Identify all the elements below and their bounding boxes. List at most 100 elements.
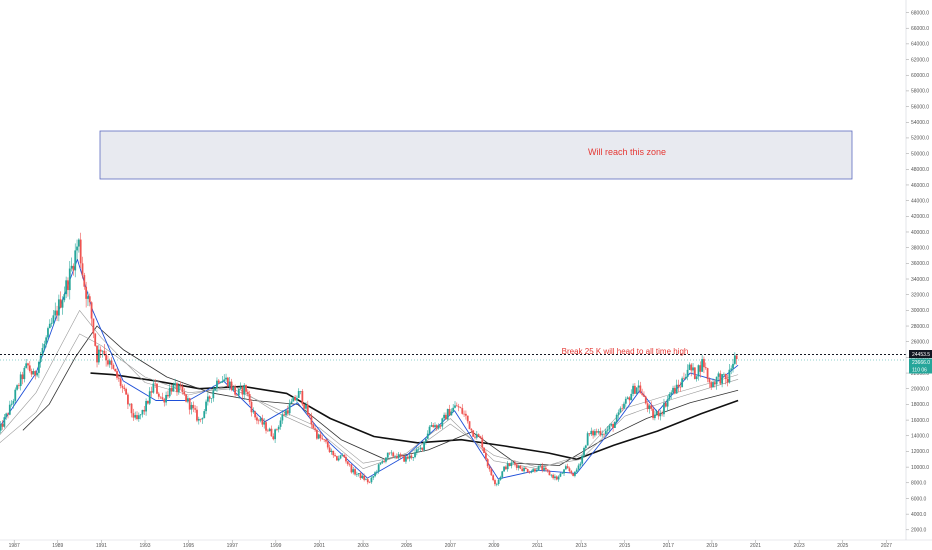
candle-body [365, 479, 367, 480]
candle-body [406, 456, 409, 459]
candle-body [297, 391, 300, 398]
candle-body [548, 471, 551, 476]
candle-body [226, 377, 229, 387]
candle-body [221, 380, 224, 383]
candle-body [208, 396, 211, 399]
candle-body [639, 385, 642, 394]
candle-body [515, 464, 518, 468]
candle-body [243, 385, 246, 395]
candle-body [196, 409, 198, 421]
candle-body [366, 479, 369, 483]
candle-body [537, 465, 540, 471]
candle-body [252, 411, 255, 413]
candle-body [385, 457, 387, 462]
candle-body [506, 463, 509, 470]
candle-body [632, 385, 634, 394]
candle-body [497, 479, 500, 485]
candle-body [494, 480, 496, 485]
candle-body [268, 428, 271, 432]
candle-body [428, 426, 431, 434]
candle-body [559, 473, 562, 477]
candle-body [604, 430, 607, 435]
candle-body [681, 378, 684, 388]
y-axis[interactable]: 2000.0 4000.0 6000.0 8000.0 10000.0 12000.0 14… [906, 10, 929, 534]
candle-body [236, 394, 238, 396]
candle-body [228, 381, 231, 387]
candle-body [684, 376, 687, 379]
candle-body [541, 465, 544, 471]
candle-body [219, 382, 222, 384]
y-tick-label: 40000.0 [911, 230, 929, 236]
candle-body [719, 373, 722, 384]
candle-body [299, 391, 302, 392]
candle-body [266, 430, 269, 432]
y-tick-label: 54000.0 [911, 120, 929, 126]
candle-body [521, 468, 524, 472]
candle-body [77, 239, 80, 247]
candle-body [354, 469, 356, 475]
candle-body [724, 373, 727, 379]
candle-body [695, 376, 698, 380]
candle-body [61, 300, 64, 308]
candle-body [641, 393, 644, 395]
candle-body [688, 364, 691, 370]
y-tick-label: 24000.0 [911, 355, 929, 361]
candle-body [90, 302, 93, 319]
candle-body [546, 469, 549, 472]
breakout-annotation: Break 25 K will head to all time high [562, 347, 689, 356]
candle-body [114, 368, 117, 372]
candle-body [143, 409, 146, 412]
candle-body [481, 437, 484, 448]
candle-body [735, 355, 738, 359]
candle-body [74, 250, 77, 271]
candle-body [713, 382, 716, 385]
candle-body [465, 413, 467, 416]
candle-body [107, 360, 109, 365]
candle-body [79, 239, 82, 264]
candle-body [594, 431, 596, 436]
candle-body [1, 423, 4, 427]
candle-body [706, 368, 709, 380]
candle-body [472, 430, 475, 437]
candle-body [630, 393, 633, 401]
candle-body [679, 386, 682, 388]
candle-body [52, 315, 55, 323]
svg-text:23666.0: 23666.0 [912, 360, 930, 366]
candle-body [701, 359, 704, 372]
candle-body [670, 392, 673, 395]
candle-body [584, 445, 587, 448]
y-tick-label: 66000.0 [911, 26, 929, 32]
x-tick-label: 2009 [488, 543, 499, 549]
candle-body [177, 385, 180, 393]
candle-body [339, 455, 342, 459]
candle-body [459, 407, 462, 409]
last-close-tag: 23666.0 [909, 358, 932, 366]
candle-body [501, 471, 504, 478]
candle-body [94, 333, 97, 346]
candle-body [635, 387, 638, 394]
candle-body [633, 385, 636, 394]
candle-body [161, 397, 164, 400]
candle-body [323, 439, 326, 440]
candle-body [41, 347, 44, 356]
candle-body [723, 373, 725, 375]
candle-body [328, 447, 331, 453]
y-tick-label: 22000.0 [911, 371, 929, 377]
candle-body [579, 463, 582, 466]
candle-body [19, 374, 22, 387]
candle-body [166, 394, 169, 397]
candle-body [32, 371, 35, 375]
candle-body [517, 465, 520, 468]
candle-body [192, 404, 195, 409]
candle-body [288, 403, 291, 414]
candle-body [314, 428, 316, 430]
candle-body [663, 403, 665, 415]
candle-body [693, 367, 696, 380]
candle-body [643, 394, 645, 397]
candle-body [434, 425, 436, 428]
candle-body [292, 397, 295, 402]
x-axis[interactable]: 1987 1989 1991 1993 1995 1997 1999 2001 2003 2005… [9, 540, 893, 549]
candle-body [141, 409, 144, 415]
target-zone-rectangle[interactable] [99, 130, 853, 180]
